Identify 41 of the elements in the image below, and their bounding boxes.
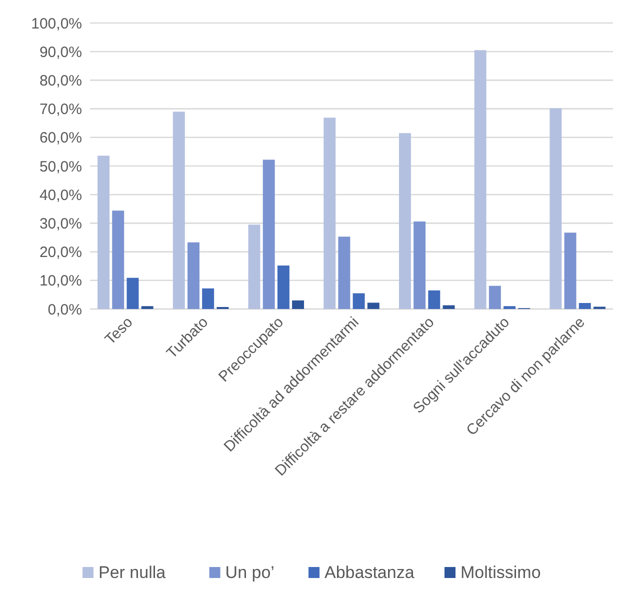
bar xyxy=(474,50,486,309)
bar xyxy=(126,278,139,309)
y-tick-label: 70,0% xyxy=(39,101,82,118)
bar xyxy=(488,286,501,309)
y-tick-label: 40,0% xyxy=(39,186,82,204)
bar xyxy=(262,160,275,309)
bar xyxy=(98,156,110,309)
bar xyxy=(352,293,365,309)
bar xyxy=(172,112,185,309)
bar xyxy=(248,224,260,309)
bar xyxy=(202,288,214,309)
bar xyxy=(367,302,380,309)
bar xyxy=(578,302,591,309)
bar xyxy=(187,242,200,309)
y-tick-label: 20,0% xyxy=(39,244,82,262)
legend-label: Moltissimo xyxy=(460,563,541,582)
legend-label: Un po’ xyxy=(225,563,274,582)
y-tick-label: 0,0% xyxy=(48,301,82,318)
bar xyxy=(398,133,411,309)
legend-label: Per nulla xyxy=(98,563,166,582)
bar xyxy=(564,232,576,309)
bar xyxy=(428,290,440,309)
legend-label: Abbastanza xyxy=(324,563,415,582)
bar xyxy=(338,236,350,309)
bar xyxy=(292,300,304,309)
y-tick-label: 100,0% xyxy=(31,15,82,32)
bar xyxy=(277,266,290,309)
y-tick-label: 90,0% xyxy=(39,44,82,61)
x-tick-label: Teso xyxy=(102,314,136,348)
bar xyxy=(504,306,516,309)
bar xyxy=(414,221,426,309)
y-tick-label: 80,0% xyxy=(39,72,82,90)
bar xyxy=(112,210,124,309)
y-tick-label: 30,0% xyxy=(39,215,82,232)
y-tick-label: 10,0% xyxy=(39,272,82,290)
y-tick-label: 60,0% xyxy=(39,130,82,147)
bar xyxy=(442,305,455,309)
y-tick-label: 50,0% xyxy=(39,158,82,176)
bar xyxy=(141,306,154,309)
bar xyxy=(324,118,336,309)
bar xyxy=(550,108,562,309)
